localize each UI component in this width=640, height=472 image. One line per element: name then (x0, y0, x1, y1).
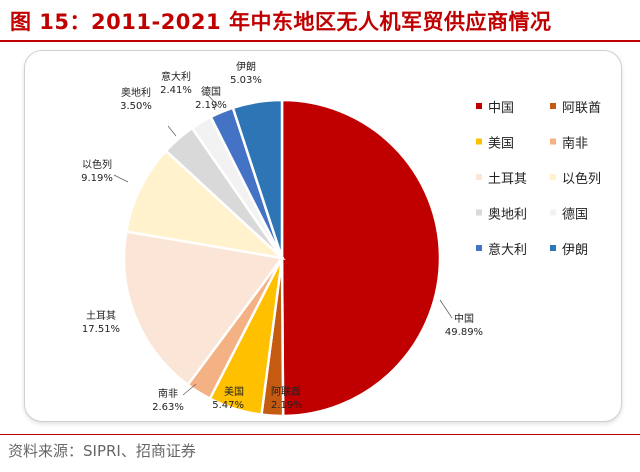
slice-name-label-6: 奥地利 (121, 86, 151, 99)
slice-name-label-8: 意大利 (161, 70, 191, 83)
legend-swatch-4 (476, 174, 482, 180)
slice-name-label-0: 中国 (454, 312, 474, 325)
legend-label-2: 美国 (488, 137, 514, 152)
legend-label-3: 南非 (562, 136, 588, 152)
footer-rule (0, 434, 640, 435)
slice-name-label-5: 以色列 (82, 158, 112, 171)
legend-swatch-5 (550, 174, 556, 180)
slice-value-label-8: 2.41% (160, 85, 192, 96)
slice-name-label-3: 南非 (158, 387, 178, 400)
source-note: 资料来源：SIPRI、招商证券 (8, 442, 196, 460)
legend-label-8: 意大利 (488, 242, 527, 258)
chart-title: 图 15：2011-2021 年中东地区无人机军贸供应商情况 (10, 10, 552, 34)
legend-label-4: 土耳其 (488, 172, 527, 187)
legend-label-0: 中国 (488, 101, 514, 116)
legend-swatch-2 (476, 138, 482, 145)
slice-value-label-2: 5.47% (212, 400, 244, 411)
leader-line-6 (167, 125, 177, 137)
slice-value-label-0: 49.89% (445, 327, 483, 338)
leader-line-8 (204, 91, 221, 109)
leader-line-5 (113, 174, 129, 183)
slice-value-label-6: 3.50% (120, 101, 152, 112)
legend-label-9: 伊朗 (562, 243, 588, 258)
slice-5 (124, 149, 286, 260)
slice-4 (122, 230, 285, 387)
legend-swatch-6 (476, 209, 482, 216)
legend-label-5: 以色列 (562, 171, 601, 187)
slice-name-label-4: 土耳其 (86, 309, 116, 322)
legend-swatch-1 (550, 103, 556, 109)
leader-line-0 (439, 299, 453, 319)
slice-value-label-4: 17.51% (82, 324, 120, 335)
slice-name-label-2: 美国 (224, 385, 244, 398)
leader-line-7 (212, 103, 216, 111)
slice-value-label-1: 2.19% (271, 400, 303, 411)
slice-value-label-7: 2.19% (195, 100, 227, 111)
legend-swatch-9 (550, 245, 556, 251)
slice-9 (231, 98, 284, 259)
slice-name-label-1: 阿联酋 (271, 385, 301, 398)
legend-swatch-8 (476, 245, 482, 251)
legend-swatch-0 (476, 103, 482, 109)
title-underline (0, 40, 640, 42)
legend-label-6: 奥地利 (488, 208, 527, 223)
legend-swatch-7 (550, 209, 556, 216)
legend-swatch-3 (550, 138, 556, 145)
slice-value-label-5: 9.19% (81, 173, 113, 184)
legend-label-7: 德国 (562, 208, 588, 223)
slice-0 (280, 98, 442, 418)
slice-value-label-3: 2.63% (152, 402, 184, 413)
slice-name-label-7: 德国 (201, 85, 221, 98)
leader-line-3 (182, 383, 197, 396)
legend-label-1: 阿联酋 (562, 100, 601, 116)
slice-name-label-9: 伊朗 (236, 61, 256, 73)
slice-value-label-9: 5.03% (230, 75, 262, 86)
